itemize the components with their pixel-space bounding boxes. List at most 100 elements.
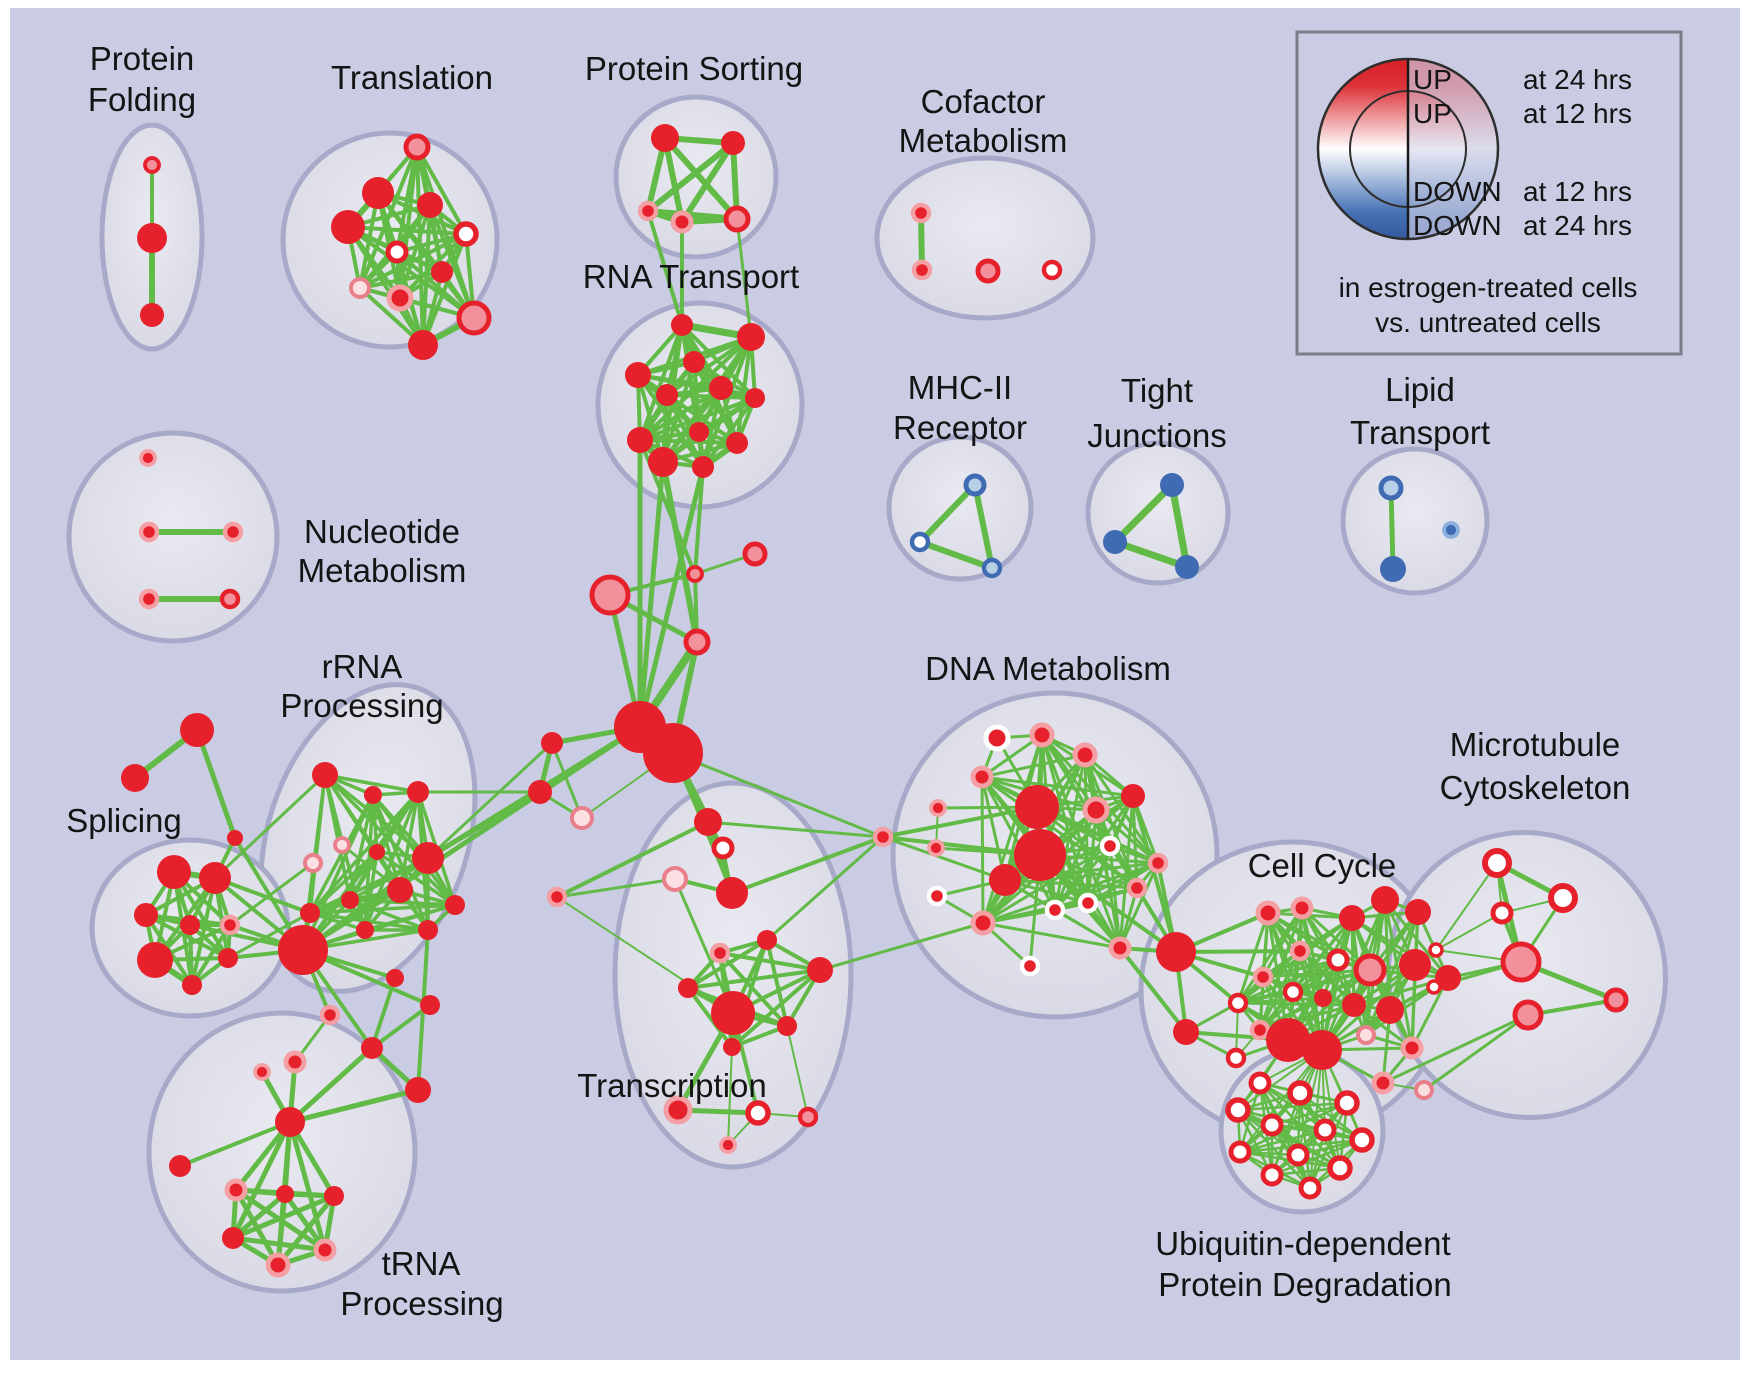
network-node-lt3 — [1442, 521, 1460, 539]
figure-label: Tight — [1121, 372, 1193, 409]
figure-label: Ubiquitin-dependent — [1155, 1225, 1450, 1262]
network-node-mc1 — [1482, 848, 1512, 878]
network-node-ub3 — [1334, 1090, 1360, 1116]
network-edge — [375, 850, 457, 907]
network-edge — [556, 896, 734, 1014]
network-node-cc3 — [1339, 905, 1365, 931]
network-node-rt12 — [692, 456, 714, 478]
network-node-ps3 — [637, 200, 659, 222]
network-edge — [1410, 976, 1450, 1050]
network-edge — [637, 464, 706, 730]
network-edge — [1236, 958, 1340, 1005]
network-node-cc9 — [1399, 949, 1431, 981]
network-node-t2 — [362, 177, 394, 209]
network-node-sp2 — [199, 862, 231, 894]
network-node-tn5 — [313, 1238, 337, 1262]
network-edge — [881, 835, 1042, 857]
network-node-m3 — [570, 806, 594, 830]
network-node-cc2 — [1290, 896, 1314, 920]
network-edge — [671, 751, 885, 839]
network-node-sp5 — [219, 914, 241, 936]
network-node-dm15 — [926, 885, 948, 907]
figure-label: RNA Transport — [583, 258, 799, 295]
network-node-x1 — [1428, 942, 1444, 958]
figure-label: Protein — [90, 40, 195, 77]
network-edge — [426, 790, 542, 860]
network-node-tc14 — [797, 1106, 819, 1128]
network-node-rt9 — [627, 427, 653, 453]
network-node-dm6 — [1121, 784, 1145, 808]
figure-label: Nucleotide — [304, 513, 460, 550]
network-node-h2 — [643, 723, 703, 783]
network-node-rt8 — [689, 422, 709, 442]
network-edge — [1111, 538, 1191, 571]
network-node-tc9 — [711, 991, 755, 1035]
figure-label: Translation — [331, 59, 493, 96]
network-node-nm1 — [139, 449, 157, 467]
network-node-tc13 — [745, 1100, 771, 1126]
network-edge — [665, 393, 757, 400]
network-node-t3 — [417, 192, 443, 218]
network-node-t8 — [349, 277, 371, 299]
network-node-m1 — [541, 732, 563, 754]
figure-label: DOWN — [1413, 210, 1502, 241]
network-edge — [980, 753, 1087, 779]
network-node-p1 — [1371, 1071, 1395, 1095]
network-node-rh — [278, 925, 328, 975]
network-edge — [308, 790, 420, 915]
network-node-lt1 — [1378, 475, 1404, 501]
network-edge — [1422, 1013, 1530, 1092]
network-edge — [660, 459, 700, 645]
network-edge — [213, 773, 327, 880]
network-edge — [346, 225, 468, 236]
network-node-mc6 — [1603, 987, 1629, 1013]
network-edge — [1239, 1049, 1323, 1153]
figure-label: MHC-II — [908, 369, 1012, 406]
network-node-cc8 — [1353, 953, 1387, 987]
network-edge — [1309, 1049, 1323, 1189]
network-node-tc5 — [709, 942, 731, 964]
network-node-ub12 — [1298, 1176, 1322, 1200]
network-edge — [371, 793, 457, 907]
network-edge — [1118, 861, 1160, 950]
network-node-ub2 — [1287, 1080, 1313, 1106]
network-node-nm3 — [222, 521, 244, 543]
network-edge — [308, 911, 430, 932]
network-node-dm9 — [1014, 829, 1066, 881]
network-edge — [194, 727, 238, 841]
network-node-rr8 — [341, 891, 359, 909]
network-edge — [917, 539, 995, 571]
network-node-m2 — [528, 780, 552, 804]
network-edge — [881, 835, 1007, 882]
network-edge — [287, 1119, 328, 1253]
network-edge — [638, 438, 739, 445]
network-node-cc12 — [1282, 981, 1304, 1003]
network-edge — [178, 1120, 292, 1168]
network-edge — [1111, 481, 1176, 546]
network-edge — [1053, 808, 1098, 912]
network-edge — [765, 835, 885, 942]
network-node-rt6 — [656, 384, 678, 406]
network-node-tc11 — [723, 1038, 741, 1056]
network-node-tn2 — [276, 1185, 294, 1203]
network-edge — [308, 856, 430, 915]
network-node-tj2 — [1103, 530, 1127, 554]
network-node-rr11 — [418, 920, 438, 940]
network-edge — [786, 1025, 809, 1118]
cluster-ellipse-cofactor-metabolism — [874, 155, 1096, 321]
network-edge — [980, 775, 1007, 882]
network-node-dm8 — [1015, 785, 1059, 829]
legend-updown-icon — [1316, 57, 1500, 241]
network-node-cc4 — [1371, 886, 1399, 914]
network-node-ub8 — [1228, 1140, 1252, 1164]
network-node-tc1 — [694, 808, 722, 836]
network-node-ub7 — [1349, 1127, 1375, 1153]
network-edge — [398, 790, 420, 892]
network-node-sp7 — [218, 948, 238, 968]
network-edge — [415, 145, 468, 236]
network-edge — [1261, 958, 1340, 979]
network-node-b1 — [386, 969, 404, 987]
network-node-cm3 — [975, 258, 1001, 284]
network-node-tn4 — [222, 1227, 244, 1249]
network-node-ub6 — [1313, 1118, 1337, 1142]
